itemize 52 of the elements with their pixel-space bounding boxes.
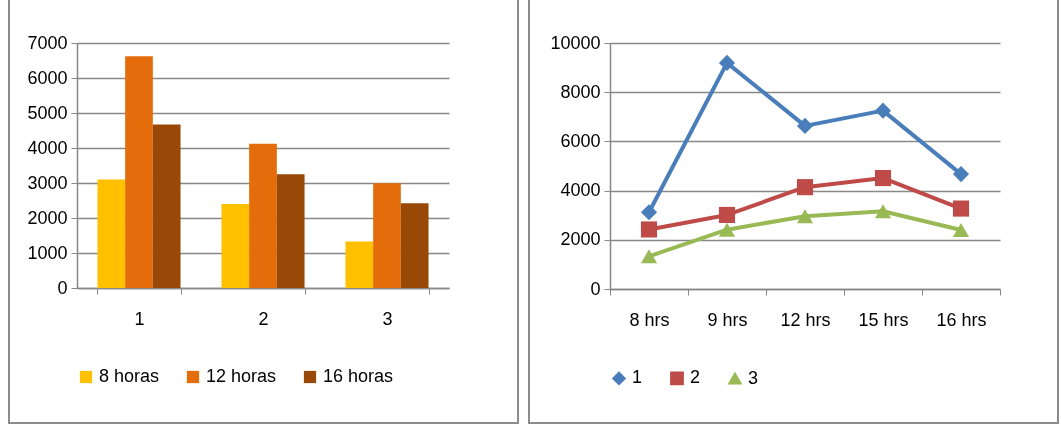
legend-label: 16 horas <box>323 366 394 386</box>
x-tick-label: 16 hrs <box>936 309 987 330</box>
point <box>952 222 970 237</box>
point <box>952 166 970 183</box>
legend-label: 8 horas <box>99 366 160 386</box>
bar <box>373 183 401 288</box>
y-tick-label: 6000 <box>560 130 601 151</box>
y-tick-label: 10000 <box>550 32 601 53</box>
point <box>796 179 814 196</box>
point <box>640 221 658 238</box>
bar <box>97 179 126 288</box>
y-tick-label: 4000 <box>27 137 68 158</box>
point <box>874 102 892 119</box>
y-tick-label: 2000 <box>560 229 601 250</box>
x-tick-label: 12 hrs <box>780 309 831 330</box>
legend-label: 12 horas <box>206 366 277 386</box>
point <box>952 200 970 217</box>
y-tick-label: 0 <box>590 278 601 299</box>
y-tick-label: 2000 <box>27 207 68 228</box>
point <box>796 209 814 224</box>
legend-label: 1 <box>632 367 643 388</box>
y-tick-label: 8000 <box>560 81 601 102</box>
x-tick-label: 3 <box>382 308 393 329</box>
y-tick-label: 5000 <box>27 102 68 123</box>
y-tick-label: 0 <box>57 277 68 298</box>
x-tick-label: 1 <box>134 308 145 329</box>
point <box>640 204 658 221</box>
legend-label: 2 <box>690 367 701 388</box>
legend-label: 3 <box>748 367 759 388</box>
point <box>718 54 736 71</box>
bar <box>345 241 374 288</box>
y-tick-label: 1000 <box>27 242 68 263</box>
y-tick-label: 7000 <box>27 32 68 53</box>
point <box>874 169 892 187</box>
bar <box>400 203 429 288</box>
x-tick-label: 8 hrs <box>629 309 670 330</box>
bar <box>221 204 250 288</box>
x-tick-label: 2 <box>258 308 269 329</box>
y-tick-label: 6000 <box>27 67 68 88</box>
point <box>718 206 736 224</box>
point <box>640 249 658 264</box>
bar <box>125 56 153 288</box>
point <box>796 117 814 134</box>
bar <box>152 124 181 288</box>
bar <box>249 143 277 288</box>
x-tick-label: 15 hrs <box>858 309 909 330</box>
x-tick-label: 9 hrs <box>707 309 748 330</box>
point <box>874 204 892 219</box>
y-tick-label: 3000 <box>27 172 68 193</box>
y-tick-label: 4000 <box>560 180 601 201</box>
point <box>718 222 736 237</box>
bar <box>276 174 305 288</box>
